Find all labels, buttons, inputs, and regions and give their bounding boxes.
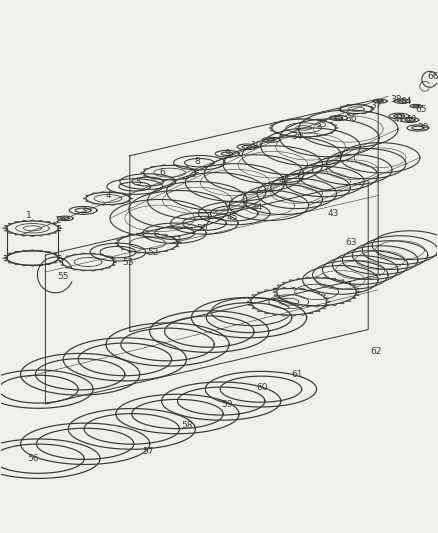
Text: 34: 34 bbox=[290, 132, 302, 141]
Text: 44: 44 bbox=[251, 203, 262, 212]
Text: 53: 53 bbox=[122, 257, 133, 266]
Text: 66: 66 bbox=[426, 72, 438, 81]
Text: 51: 51 bbox=[171, 236, 183, 245]
Text: 10: 10 bbox=[251, 141, 262, 150]
Text: 5: 5 bbox=[134, 178, 140, 187]
Text: 57: 57 bbox=[141, 447, 153, 456]
Text: 8: 8 bbox=[194, 157, 200, 166]
Text: 40: 40 bbox=[404, 116, 416, 125]
Text: 36: 36 bbox=[345, 114, 356, 123]
Text: 62: 62 bbox=[370, 347, 381, 356]
Text: 50: 50 bbox=[196, 224, 208, 233]
Text: 43: 43 bbox=[327, 209, 338, 218]
Text: 65: 65 bbox=[414, 104, 426, 114]
Text: 3: 3 bbox=[80, 206, 86, 215]
Text: 6: 6 bbox=[159, 168, 165, 177]
Text: 52: 52 bbox=[147, 248, 158, 256]
Text: 60: 60 bbox=[256, 383, 267, 392]
Text: 39: 39 bbox=[416, 124, 427, 132]
Text: 55: 55 bbox=[57, 272, 69, 281]
Text: 38: 38 bbox=[389, 95, 401, 103]
Text: 64: 64 bbox=[399, 96, 411, 106]
Text: 61: 61 bbox=[290, 370, 302, 379]
Text: 4: 4 bbox=[105, 191, 110, 200]
Text: 35: 35 bbox=[315, 120, 326, 130]
Text: 58: 58 bbox=[181, 422, 193, 431]
Text: 45: 45 bbox=[226, 213, 237, 222]
Text: 41: 41 bbox=[392, 116, 404, 125]
Text: 1: 1 bbox=[25, 211, 31, 220]
Text: 59: 59 bbox=[221, 400, 233, 409]
Text: 9: 9 bbox=[224, 149, 230, 158]
Text: 37: 37 bbox=[370, 101, 381, 110]
Text: 42: 42 bbox=[278, 176, 289, 185]
Text: 56: 56 bbox=[28, 454, 39, 463]
Text: 2: 2 bbox=[55, 216, 61, 225]
Text: 63: 63 bbox=[345, 238, 356, 247]
